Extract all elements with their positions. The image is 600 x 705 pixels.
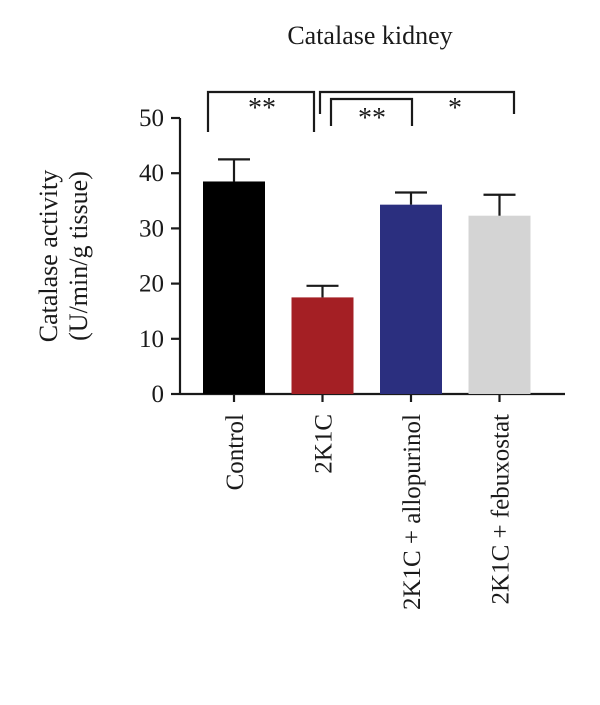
y-axis-label: Catalase activity bbox=[34, 170, 63, 343]
y-axis-label-line2: (U/min/g tissue) bbox=[64, 171, 93, 341]
significance-label: ** bbox=[248, 93, 276, 124]
y-tick-label: 50 bbox=[139, 105, 164, 132]
y-axis-label-units: (U/min/g tissue) bbox=[64, 171, 93, 341]
x-tick-label: 2K1C bbox=[311, 414, 338, 474]
y-tick-label: 20 bbox=[139, 271, 164, 298]
y-tick-label: 10 bbox=[139, 326, 164, 353]
significance-brackets: ** ** * bbox=[206, 90, 516, 134]
x-tick-label: 2K1C + febuxostat bbox=[488, 414, 515, 605]
significance-bracket bbox=[329, 97, 414, 126]
significance-bracket bbox=[318, 90, 516, 114]
bar bbox=[380, 204, 442, 394]
error-bars bbox=[218, 158, 516, 298]
y-tick-label: 40 bbox=[139, 160, 164, 187]
significance-bracket bbox=[206, 90, 316, 132]
y-tick-label: 30 bbox=[139, 215, 164, 242]
y-axis-label-line1: Catalase activity bbox=[34, 170, 63, 343]
bar bbox=[291, 297, 354, 394]
bar bbox=[468, 215, 531, 394]
x-tick-labels: Control 2K1C 2K1C + allopurinol 2K1C + febu… bbox=[222, 394, 515, 610]
bar bbox=[203, 181, 265, 394]
y-ticks: 0 10 20 30 40 50 bbox=[139, 105, 180, 408]
y-tick-label: 0 bbox=[152, 381, 165, 408]
significance-label: ** bbox=[358, 103, 386, 134]
significance-label: * bbox=[448, 93, 462, 124]
bars bbox=[203, 181, 531, 394]
x-tick-label: Control bbox=[222, 414, 249, 490]
chart-title: Catalase kidney bbox=[287, 21, 452, 50]
x-tick-label: 2K1C + allopurinol bbox=[399, 414, 426, 610]
